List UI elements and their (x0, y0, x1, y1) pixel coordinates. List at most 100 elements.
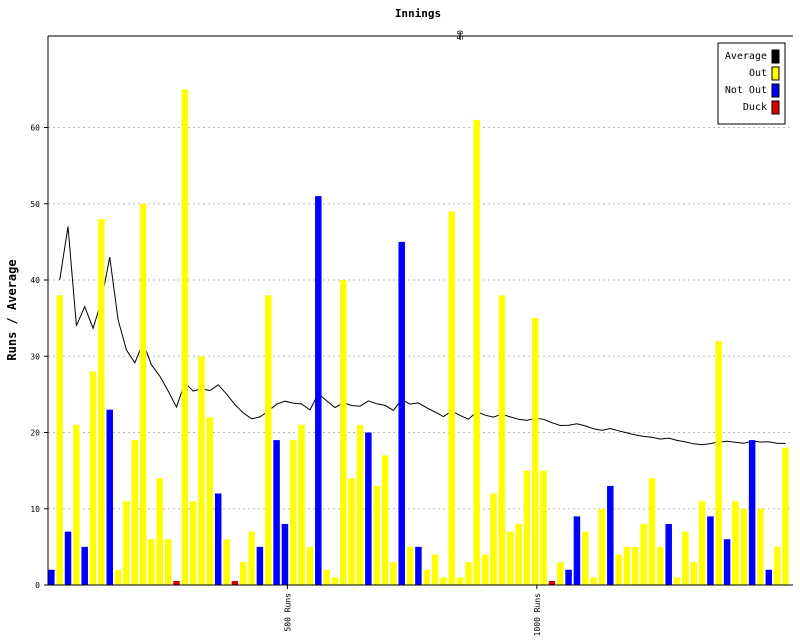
bar (231, 581, 239, 585)
bar (173, 581, 180, 585)
bar (239, 562, 247, 585)
legend-label: Not Out (725, 85, 767, 96)
bar (732, 501, 739, 585)
bar (423, 569, 431, 585)
bar (223, 539, 230, 585)
bar (415, 546, 422, 585)
bar (773, 546, 781, 585)
bar (748, 440, 756, 585)
bar (481, 554, 489, 585)
bar (690, 562, 697, 585)
bar (298, 424, 305, 585)
bar (715, 341, 723, 585)
bar (73, 424, 80, 585)
y-tick-label: 40 (30, 276, 40, 285)
bar (431, 554, 439, 585)
bar (782, 447, 789, 585)
bar (623, 546, 631, 585)
bar (181, 89, 189, 585)
bar (156, 478, 164, 585)
bar (448, 211, 456, 585)
bar (640, 524, 647, 585)
legend-label: Out (749, 68, 767, 79)
bar (490, 493, 497, 585)
bar (657, 546, 664, 585)
bar (473, 119, 481, 585)
legend-swatch (771, 100, 780, 115)
bar (523, 470, 531, 585)
y-tick-label: 0 (35, 581, 40, 590)
bar (757, 508, 764, 585)
bar (89, 371, 97, 585)
bar (548, 581, 556, 585)
bar (198, 356, 205, 585)
legend-swatch (771, 83, 780, 98)
bar (381, 455, 389, 585)
runs-tick-label: 500 Runs (283, 593, 292, 632)
bar (531, 318, 539, 585)
bar (456, 577, 464, 585)
bar (331, 577, 339, 585)
bar (573, 516, 581, 585)
y-tick-label: 60 (30, 124, 40, 133)
bar (365, 432, 372, 585)
bar (373, 485, 380, 585)
bar (356, 424, 364, 585)
y-tick-label: 50 (30, 200, 40, 209)
bar (515, 524, 522, 585)
legend-swatch (771, 66, 780, 81)
bar (565, 569, 572, 585)
bar (498, 295, 506, 585)
bar (506, 531, 514, 585)
bar (682, 531, 689, 585)
bar (214, 493, 222, 585)
bar (673, 577, 681, 585)
bar (248, 531, 255, 585)
bar (131, 440, 139, 585)
bar (114, 569, 122, 585)
bar (256, 546, 264, 585)
chart-title: Innings (395, 7, 441, 20)
bar (615, 554, 622, 585)
bar (598, 508, 606, 585)
runs-tick-label: 1000 Runs (533, 593, 542, 637)
bar (189, 501, 197, 585)
bar (281, 524, 289, 585)
y-tick-label: 30 (30, 352, 40, 361)
bar (264, 295, 272, 585)
bar (582, 531, 589, 585)
bar (340, 280, 347, 585)
bar (56, 295, 63, 585)
bar (698, 501, 706, 585)
bar (148, 539, 155, 585)
bar (556, 562, 564, 585)
x-tick-label: 50 (456, 30, 465, 40)
y-tick-label: 10 (30, 505, 40, 514)
bar (406, 546, 414, 585)
bar (273, 440, 280, 585)
bar (440, 577, 447, 585)
bar (540, 470, 547, 585)
y-tick-label: 20 (30, 429, 40, 438)
bar (665, 524, 672, 585)
bar (648, 478, 656, 585)
bar (164, 539, 172, 585)
bar (315, 196, 322, 585)
y-axis-label: Runs / Average (5, 259, 19, 360)
bar (323, 569, 330, 585)
bar (139, 203, 147, 585)
bar (106, 409, 113, 585)
bar (632, 546, 639, 585)
legend-swatch (771, 49, 780, 64)
bar (740, 508, 748, 585)
bar (206, 417, 214, 585)
bar (348, 478, 355, 585)
bar (306, 546, 314, 585)
bar (64, 531, 72, 585)
bar (48, 569, 55, 585)
average-line (59, 226, 786, 446)
legend-label: Average (725, 51, 767, 62)
bar (290, 440, 297, 585)
bar (390, 562, 397, 585)
